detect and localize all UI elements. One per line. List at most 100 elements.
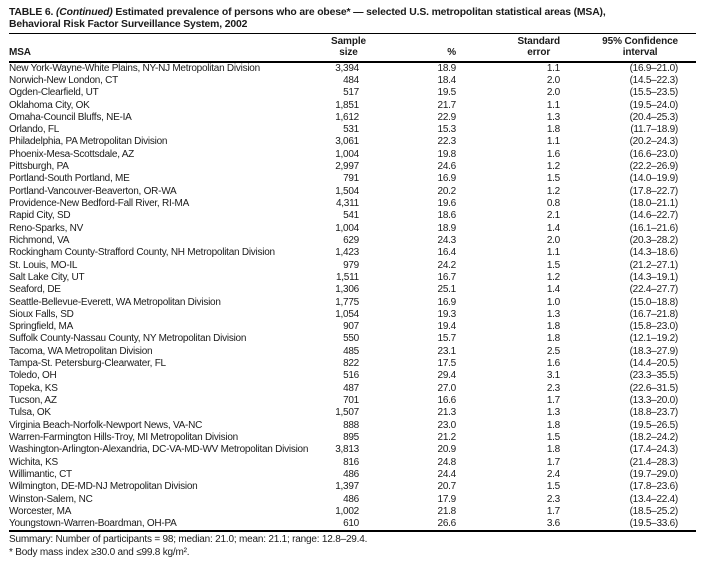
cell-confidence-interval: (22.2–26.9) [629,161,679,173]
cell-confidence-interval: (20.4–25.3) [629,111,679,123]
cell-msa: Sioux Falls, SD [9,308,74,320]
table-row: Portland-South Portland, ME 791 16.9 1.5… [9,173,696,185]
table-title-continued: (Continued) [55,7,113,18]
table-row: Toledo, OH 516 29.4 3.1 (23.3–35.5) [9,370,696,382]
table-title-line2: Behavioral Risk Factor Surveillance Syst… [9,18,248,30]
cell-confidence-interval: (16.1–21.6) [629,222,679,234]
cell-msa: Suffolk County-Nassau County, NY Metropo… [9,333,247,345]
cell-sample-size: 517 [343,87,359,99]
cell-standard-error: 1.4 [546,222,560,234]
table-row: Oklahoma City, OK 1,851 21.7 1.1 (19.5–2… [9,100,696,112]
cell-percent: 22.3 [437,136,457,148]
cell-standard-error: 1.6 [546,358,560,370]
cell-confidence-interval: (23.3–35.5) [629,370,679,382]
cell-standard-error: 2.4 [546,468,560,480]
cell-confidence-interval: (19.5–26.5) [629,419,679,431]
cell-msa: Oklahoma City, OK [9,99,90,111]
footnote-bmi: * Body mass index ≥30.0 and ≤99.8 kg/m². [9,547,190,559]
table-row: Topeka, KS 487 27.0 2.3 (22.6–31.5) [9,383,696,395]
cell-sample-size: 4,311 [335,198,359,210]
cell-msa: Orlando, FL [9,124,60,136]
cell-percent: 21.8 [437,505,457,517]
cell-sample-size: 1,004 [335,222,359,234]
table-row: Wilmington, DE-MD-NJ Metropolitan Divisi… [9,481,696,493]
table-row: Wichita, KS 816 24.8 1.7 (21.4–28.3) [9,457,696,469]
cell-standard-error: 1.4 [546,284,560,296]
cell-msa: Rapid City, SD [9,210,71,222]
cell-percent: 16.6 [437,395,457,407]
table-row: St. Louis, MO-IL 979 24.2 1.5 (21.2–27.1… [9,260,696,272]
cell-confidence-interval: (17.4–24.3) [629,444,679,456]
cell-sample-size: 1,054 [335,308,359,320]
cell-percent: 26.6 [437,518,457,530]
cell-standard-error: 1.7 [546,505,560,517]
table-row: Seattle-Bellevue-Everett, WA Metropolita… [9,297,696,309]
cell-msa: Willimantic, CT [9,468,72,480]
cell-confidence-interval: (14.6–22.7) [629,210,679,222]
cell-confidence-interval: (11.7–18.9) [630,124,678,136]
sample-size-header-label: Sample size [331,36,366,58]
cell-standard-error: 1.6 [546,148,560,160]
cell-msa: Springfield, MA [9,321,74,333]
cell-msa: Salt Lake City, UT [9,271,85,283]
cell-percent: 24.8 [437,456,457,468]
cell-sample-size: 550 [343,333,359,345]
table-row: Winston-Salem, NC 486 17.9 2.3 (13.4–22.… [9,494,696,506]
cell-msa: St. Louis, MO-IL [9,259,78,271]
cell-sample-size: 516 [343,370,359,382]
cell-standard-error: 1.3 [546,407,560,419]
cell-confidence-interval: (16.6–23.0) [629,148,679,160]
cell-percent: 19.3 [437,308,457,320]
cell-standard-error: 1.1 [546,247,560,259]
cell-standard-error: 2.0 [546,87,560,99]
cell-sample-size: 541 [343,210,359,222]
cell-confidence-interval: (20.3–28.2) [629,234,679,246]
cell-percent: 16.4 [437,247,457,259]
cell-percent: 29.4 [437,370,457,382]
cell-percent: 24.4 [437,468,457,480]
cell-sample-size: 907 [343,321,359,333]
cell-confidence-interval: (14.5–22.3) [629,74,679,86]
cell-percent: 18.6 [437,210,457,222]
cell-confidence-interval: (18.5–25.2) [629,505,679,517]
cell-sample-size: 486 [343,468,359,480]
cell-sample-size: 816 [343,456,359,468]
cell-standard-error: 1.1 [546,62,560,74]
cell-sample-size: 531 [343,124,359,136]
cell-confidence-interval: (14.0–19.9) [629,173,679,185]
cell-sample-size: 888 [343,419,359,431]
cell-sample-size: 484 [343,74,359,86]
cell-confidence-interval: (21.4–28.3) [629,456,679,468]
cell-standard-error: 1.2 [546,185,560,197]
table-title: TABLE 6. (Continued) Estimated prevalenc… [9,7,696,34]
table-row: Worcester, MA 1,002 21.8 1.7 (18.5–25.2) [9,506,696,518]
cell-msa: Wilmington, DE-MD-NJ Metropolitan Divisi… [9,481,198,493]
cell-percent: 21.7 [437,99,457,111]
cell-msa: Rockingham County-Strafford County, NH M… [9,247,275,259]
cell-msa: Winston-Salem, NC [9,493,93,505]
cell-msa: Youngstown-Warren-Boardman, OH-PA [9,518,177,530]
table-row: Willimantic, CT 486 24.4 2.4 (19.7–29.0) [9,469,696,481]
cell-standard-error: 1.2 [546,161,560,173]
cell-sample-size: 1,504 [335,185,359,197]
confidence-interval-header-label: 95% Confidence interval [602,36,678,58]
percent-header-label: % [447,46,456,58]
cell-msa: Wichita, KS [9,456,58,468]
cell-sample-size: 1,851 [335,99,359,111]
cell-confidence-interval: (18.8–23.7) [629,407,679,419]
cell-msa: Norwich-New London, CT [9,74,118,86]
summary-note: Summary: Number of participants = 98; me… [9,534,368,546]
cell-confidence-interval: (15.5–23.5) [629,87,679,99]
cell-msa: Topeka, KS [9,382,58,394]
table-row: Ogden-Clearfield, UT 517 19.5 2.0 (15.5–… [9,87,696,99]
cell-standard-error: 1.8 [546,444,560,456]
cell-msa: Warren-Farmington Hills-Troy, MI Metropo… [9,431,238,443]
cell-msa: Seaford, DE [9,284,61,296]
cell-msa: Reno-Sparks, NV [9,222,84,234]
obesity-prevalence-table: MSA Sample size % Standard error 95% Con… [9,34,696,530]
cell-standard-error: 2.0 [546,234,560,246]
cell-sample-size: 3,394 [335,62,359,74]
cell-msa: Toledo, OH [9,370,57,382]
table-row: Youngstown-Warren-Boardman, OH-PA 610 26… [9,518,696,530]
cell-confidence-interval: (16.7–21.8) [629,308,679,320]
